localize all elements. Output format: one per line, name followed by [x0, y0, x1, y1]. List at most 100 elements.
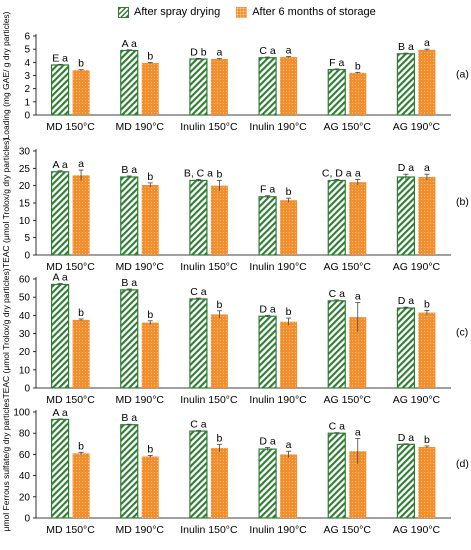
- x-tick-label-2-5: AG 150°C: [324, 261, 372, 273]
- bar-storage-3-4: [280, 321, 298, 388]
- significance-label-storage-2-5: a: [355, 167, 361, 179]
- x-tick-label-4-1: MD 150°C: [46, 524, 95, 536]
- bar-spray-4-5: [327, 432, 346, 519]
- significance-label-spray-1-5: F a: [329, 57, 344, 69]
- y-tick-label-2-6: 30: [19, 147, 31, 158]
- significance-label-storage-2-6: a: [424, 162, 430, 174]
- legend-label-spray: After spray drying: [134, 6, 221, 18]
- significance-label-storage-4-1: b: [78, 440, 84, 452]
- significance-label-spray-1-6: B a: [398, 41, 414, 53]
- bar-spray-1-2: [120, 49, 139, 116]
- y-axis-label-3: TEAC (μmol Trolox/g dry particles): [1, 268, 11, 398]
- legend-label-storage: After 6 months of storage: [252, 6, 376, 18]
- y-tick-label-2-4: 20: [19, 181, 31, 192]
- significance-label-storage-1-2: b: [147, 50, 153, 62]
- bar-storage-1-1: [72, 70, 90, 115]
- significance-label-spray-3-4: D a: [259, 303, 276, 315]
- x-tick-label-3-6: AG 190°C: [393, 394, 441, 406]
- significance-label-spray-3-2: B a: [121, 277, 137, 289]
- bar-spray-1-4: [258, 57, 277, 116]
- bar-spray-4-6: [396, 443, 416, 519]
- y-tick-label-3-2: 20: [19, 347, 31, 358]
- y-tick-label-4-4: 80: [19, 429, 31, 440]
- significance-label-spray-2-3: B, C a: [184, 167, 213, 179]
- x-tick-label-3-4: Inulin 190°C: [249, 394, 307, 406]
- legend-swatch-spray: [118, 6, 129, 18]
- significance-label-storage-2-1: a: [78, 158, 84, 170]
- x-tick-label-4-5: AG 150°C: [324, 524, 372, 536]
- significance-label-storage-4-4: a: [286, 439, 292, 451]
- bar-storage-1-5: [349, 72, 367, 115]
- legend-swatch-storage: [236, 6, 248, 18]
- x-tick-label-2-3: Inulin 150°C: [180, 261, 238, 273]
- bar-spray-1-1: [50, 64, 70, 116]
- legend: After spray drying After 6 months of sto…: [118, 2, 392, 22]
- x-tick-label-1-3: Inulin 150°C: [180, 121, 238, 133]
- bar-storage-3-6: [418, 312, 436, 388]
- x-tick-label-4-2: MD 190°C: [115, 524, 164, 536]
- y-tick-label-2-2: 10: [19, 216, 31, 227]
- bar-storage-3-1: [72, 319, 90, 388]
- bar-spray-3-6: [396, 307, 416, 389]
- significance-label-spray-4-5: C a: [329, 421, 346, 433]
- significance-label-spray-3-5: C a: [329, 288, 346, 300]
- panel-label-4: (d): [456, 458, 469, 470]
- y-axis-label-4: μmol Ferrous sulfate/g dry particles: [1, 399, 11, 532]
- significance-label-spray-2-1: A a: [52, 159, 67, 171]
- bar-spray-4-2: [120, 424, 139, 519]
- y-tick-label-1-1: 1: [24, 97, 30, 108]
- bar-storage-2-4: [280, 200, 298, 255]
- bar-storage-1-6: [418, 49, 436, 116]
- significance-label-storage-2-4: b: [286, 186, 292, 198]
- bar-storage-3-5: [349, 317, 367, 388]
- significance-label-spray-3-3: C a: [190, 286, 207, 298]
- significance-label-storage-4-6: b: [424, 434, 430, 446]
- x-tick-label-4-3: Inulin 150°C: [180, 524, 238, 536]
- y-tick-label-2-0: 0: [24, 251, 30, 262]
- x-tick-label-3-2: MD 190°C: [115, 394, 164, 406]
- bar-spray-2-2: [120, 176, 139, 256]
- bar-storage-2-5: [349, 182, 367, 255]
- x-tick-label-2-1: MD 150°C: [46, 261, 95, 273]
- bar-spray-2-5: [327, 179, 346, 256]
- bar-storage-1-3: [210, 59, 228, 115]
- bar-storage-3-3: [210, 314, 228, 388]
- significance-label-storage-3-4: b: [286, 306, 292, 318]
- significance-label-spray-4-6: D a: [398, 432, 415, 444]
- x-tick-label-1-5: AG 150°C: [324, 121, 372, 133]
- significance-label-spray-1-1: E a: [52, 52, 68, 64]
- bar-storage-4-4: [280, 454, 298, 518]
- significance-label-storage-1-4: a: [286, 45, 292, 57]
- y-tick-label-4-2: 40: [19, 471, 31, 482]
- x-tick-label-2-6: AG 190°C: [393, 261, 441, 273]
- bar-spray-3-2: [120, 289, 139, 389]
- bar-spray-3-5: [327, 300, 346, 389]
- significance-label-spray-1-2: A a: [122, 38, 137, 50]
- bar-storage-2-3: [210, 185, 228, 255]
- bar-spray-1-3: [189, 58, 208, 116]
- significance-label-spray-2-6: D a: [398, 162, 415, 174]
- y-tick-label-1-6: 6: [24, 32, 30, 43]
- significance-label-spray-4-1: A a: [52, 407, 67, 419]
- bar-storage-4-3: [210, 448, 228, 518]
- bar-spray-4-3: [189, 430, 208, 519]
- x-tick-label-4-6: AG 190°C: [393, 524, 441, 536]
- bar-storage-4-6: [418, 446, 436, 518]
- y-tick-label-3-6: 60: [19, 275, 31, 286]
- y-tick-label-4-0: 0: [24, 514, 30, 525]
- panel-label-1: (a): [456, 69, 469, 81]
- bar-spray-2-6: [396, 176, 416, 256]
- x-tick-label-1-2: MD 190°C: [115, 121, 164, 133]
- significance-label-storage-3-5: a: [355, 291, 361, 303]
- y-tick-label-2-1: 5: [24, 233, 30, 244]
- significance-label-storage-1-3: a: [216, 47, 222, 59]
- x-tick-label-2-2: MD 190°C: [115, 261, 164, 273]
- significance-label-storage-1-5: b: [355, 60, 361, 72]
- significance-label-storage-1-1: b: [78, 58, 84, 70]
- bar-storage-2-2: [141, 184, 159, 255]
- bar-spray-1-5: [327, 68, 346, 116]
- y-tick-label-4-5: 100: [13, 408, 30, 419]
- y-tick-label-2-5: 25: [19, 164, 31, 175]
- y-tick-label-3-3: 30: [19, 329, 31, 340]
